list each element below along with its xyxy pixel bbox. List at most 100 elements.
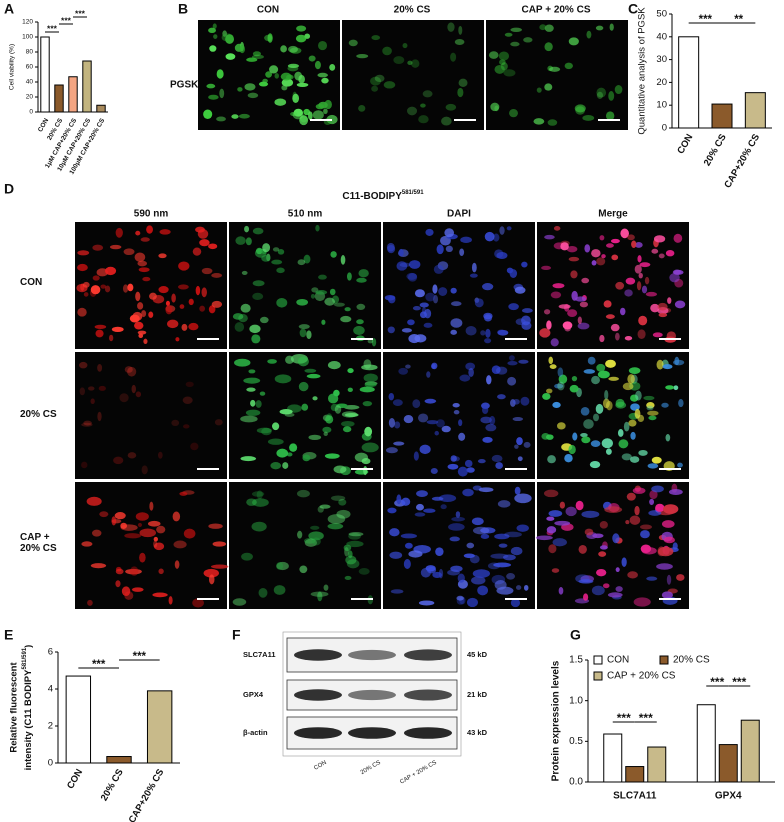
- panel-letter: F: [232, 627, 241, 643]
- cell: [562, 321, 573, 330]
- cell: [262, 78, 268, 83]
- column-label: CON: [257, 5, 279, 16]
- cell: [286, 452, 293, 457]
- cell: [484, 231, 495, 242]
- cell: [608, 376, 619, 381]
- cell: [203, 568, 220, 578]
- cell: [362, 401, 373, 407]
- cell: [208, 305, 216, 314]
- cell: [677, 462, 683, 468]
- cell: [582, 115, 595, 121]
- cell: [636, 281, 642, 291]
- cell: [407, 106, 418, 116]
- cell: [658, 312, 668, 318]
- cell: [425, 228, 434, 236]
- cell: [458, 25, 463, 35]
- cell: [622, 382, 634, 391]
- y-axis-label-part: 581/591: [22, 647, 28, 669]
- panel-letter: D: [4, 181, 14, 197]
- cell: [146, 225, 153, 234]
- cell: [567, 309, 578, 318]
- cell: [303, 254, 311, 264]
- cell: [177, 284, 189, 290]
- cell: [304, 368, 317, 373]
- cell: [452, 456, 460, 462]
- cell: [382, 46, 392, 56]
- cell: [676, 574, 685, 581]
- cell: [329, 64, 336, 71]
- cell: [607, 592, 623, 598]
- cell: [558, 586, 564, 595]
- cell: [663, 536, 675, 544]
- cell: [334, 405, 342, 414]
- cell: [628, 367, 641, 375]
- cell: [602, 398, 610, 409]
- cell: [172, 511, 181, 522]
- cell: [324, 453, 340, 459]
- cell: [321, 319, 326, 325]
- significance-label: ***: [732, 675, 746, 689]
- cell: [248, 369, 256, 374]
- micrograph: [75, 222, 227, 349]
- y-tick-label: 1.5: [569, 655, 583, 666]
- cell: [323, 584, 329, 591]
- cell: [512, 416, 524, 422]
- cell: [272, 247, 280, 252]
- cell: [308, 55, 316, 62]
- cell: [115, 580, 121, 588]
- cell: [422, 90, 433, 98]
- cell: [661, 520, 675, 528]
- cell: [599, 521, 608, 529]
- cell: [141, 310, 147, 318]
- cell: [363, 359, 372, 369]
- cell: [139, 552, 146, 563]
- cell: [179, 491, 188, 496]
- cell: [389, 528, 400, 537]
- cell: [141, 465, 148, 475]
- cell: [462, 488, 474, 497]
- cell: [638, 449, 648, 456]
- cell: [550, 338, 559, 347]
- cell: [267, 33, 273, 43]
- cell: [333, 302, 345, 307]
- cell: [480, 416, 492, 424]
- cell: [474, 298, 484, 308]
- cell: [450, 329, 457, 335]
- cell: [523, 584, 529, 591]
- cell: [615, 567, 620, 573]
- cell: [353, 325, 365, 335]
- y-tick-label: 120: [22, 19, 33, 26]
- cell: [544, 42, 553, 52]
- cell: [258, 81, 269, 87]
- cell: [544, 234, 555, 240]
- cell: [510, 27, 523, 33]
- cell: [596, 363, 606, 372]
- cell: [634, 264, 642, 274]
- cell: [643, 395, 655, 401]
- cell: [392, 399, 403, 407]
- cell: [178, 261, 190, 271]
- cell: [157, 451, 163, 459]
- cell: [605, 111, 615, 121]
- cell: [135, 391, 142, 398]
- cell: [536, 87, 542, 93]
- cell: [465, 325, 477, 336]
- cell: [383, 81, 396, 89]
- cell: [488, 51, 499, 59]
- cell: [615, 332, 620, 341]
- cell: [416, 503, 424, 511]
- cell: [494, 249, 504, 259]
- cell: [578, 579, 594, 584]
- cell: [267, 438, 284, 445]
- cell: [111, 326, 124, 332]
- micrograph: [535, 482, 689, 609]
- cell: [296, 298, 309, 306]
- y-axis-label: Cell viability (%): [9, 44, 16, 90]
- cell: [240, 456, 257, 462]
- cell: [450, 301, 462, 307]
- blot-band: [404, 727, 452, 739]
- x-tick-label: CAP+20% CS: [127, 767, 167, 822]
- cell: [260, 316, 269, 324]
- cell: [596, 568, 607, 577]
- cell: [597, 370, 610, 379]
